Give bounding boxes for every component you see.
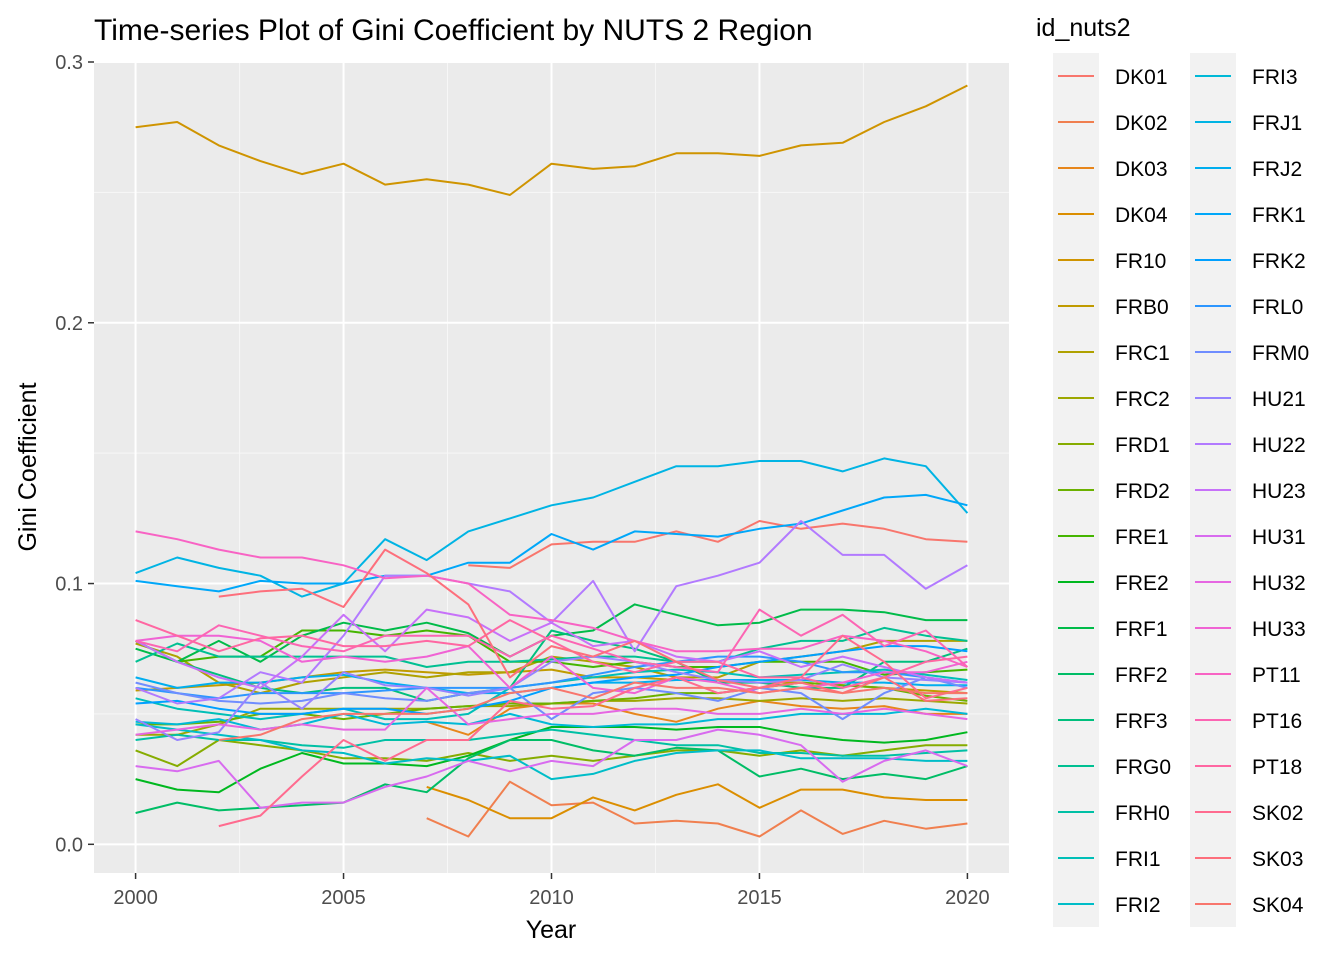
series-line-fri2 [135,723,968,781]
series-line-sk02 [218,634,968,828]
series-line-dk04 [426,783,968,820]
legend-label-fre1: FRE1 [1115,526,1169,549]
legend-label-hu21: HU21 [1252,388,1306,411]
legend-label-frm0: FRM0 [1252,342,1309,365]
series-line-frk1 [135,493,968,593]
y-tick-label: 0.0 [55,834,83,856]
legend-label-frc1: FRC1 [1115,342,1170,365]
legend-label-pt18: PT18 [1252,756,1302,779]
legend-label-frd2: FRD2 [1115,480,1170,503]
y-tick-label: 0.1 [55,574,83,596]
series-lines [135,84,969,838]
legend-label-frc2: FRC2 [1115,388,1170,411]
legend-label-frb0: FRB0 [1115,296,1169,319]
legend-label-hu31: HU31 [1252,526,1306,549]
legend-label-hu32: HU32 [1252,572,1306,595]
legend-label-dk04: DK04 [1115,204,1168,227]
series-line-pt16 [135,608,969,674]
series-line-pt18 [135,619,968,689]
legend-label-sk04: SK04 [1252,894,1304,917]
y-axis: 0.0 0.1 0.2 0.3 [55,52,94,856]
series-line-pt11 [135,530,968,668]
legend-label-fri1: FRI1 [1115,848,1161,871]
y-tick-label: 0.2 [55,313,83,335]
legend-label-frh0: FRH0 [1115,802,1170,825]
legend-label-hu33: HU33 [1252,618,1306,641]
chart-title: Time-series Plot of Gini Coefficient by … [94,14,813,47]
legend-label-frl0: FRL0 [1252,296,1303,319]
y-tick-label: 0.3 [55,52,83,74]
series-line-dk02 [426,780,968,838]
legend-label-hu23: HU23 [1252,480,1306,503]
series-line-frf3 [135,629,968,702]
series-line-fr10 [135,84,968,196]
x-tick-label: 2020 [945,887,990,909]
legend-label-hu22: HU22 [1252,434,1306,457]
x-tick-label: 2015 [737,887,782,909]
legend-label-pt11: PT11 [1252,664,1301,687]
legend-label-frk2: FRK2 [1252,250,1306,273]
x-axis: 2000 2005 2010 2015 2020 [113,873,990,909]
x-tick-label: 2005 [321,887,366,909]
legend-label-frd1: FRD1 [1115,434,1170,457]
legend: id_nuts2 DK01 DK02 DK03 DK04 FR10 FRB0 FRC1 FRC… [1036,14,1309,927]
legend-label-frj1: FRJ1 [1252,112,1302,135]
series-line-hu32 [135,686,968,736]
legend-label-frk1: FRK1 [1252,204,1306,227]
series-line-frh0 [135,728,968,757]
legend-label-frf3: FRF3 [1115,710,1168,733]
series-line-fre2 [135,726,968,794]
legend-label-dk03: DK03 [1115,158,1168,181]
legend-label-frf2: FRF2 [1115,664,1168,687]
legend-label-frf1: FRF1 [1115,618,1168,641]
legend-label-sk03: SK03 [1252,848,1303,871]
series-line-dk01 [468,520,968,569]
x-tick-label: 2010 [529,887,574,909]
series-line-hu21 [135,655,968,741]
legend-title: id_nuts2 [1036,14,1131,42]
x-tick-label: 2000 [113,887,158,909]
legend-label-fri2: FRI2 [1115,894,1161,917]
legend-label-pt16: PT16 [1252,710,1302,733]
x-axis-title: Year [526,916,577,944]
legend-label-frj2: FRJ2 [1252,158,1302,181]
legend-label-sk02: SK02 [1252,802,1303,825]
major-grid [94,61,1009,873]
series-line-sk04 [218,681,968,741]
series-line-hu23 [135,608,968,689]
series-line-hu31 [135,728,968,809]
legend-label-frg0: FRG0 [1115,756,1171,779]
series-line-dk03 [426,699,968,736]
series-line-frm0 [135,676,968,721]
legend-label-fri3: FRI3 [1252,66,1298,89]
legend-label-dk01: DK01 [1115,66,1168,89]
legend-label-fre2: FRE2 [1115,572,1169,595]
y-axis-title: Gini Coefficient [14,382,42,551]
legend-label-fr10: FR10 [1115,250,1166,273]
legend-label-dk02: DK02 [1115,112,1168,135]
